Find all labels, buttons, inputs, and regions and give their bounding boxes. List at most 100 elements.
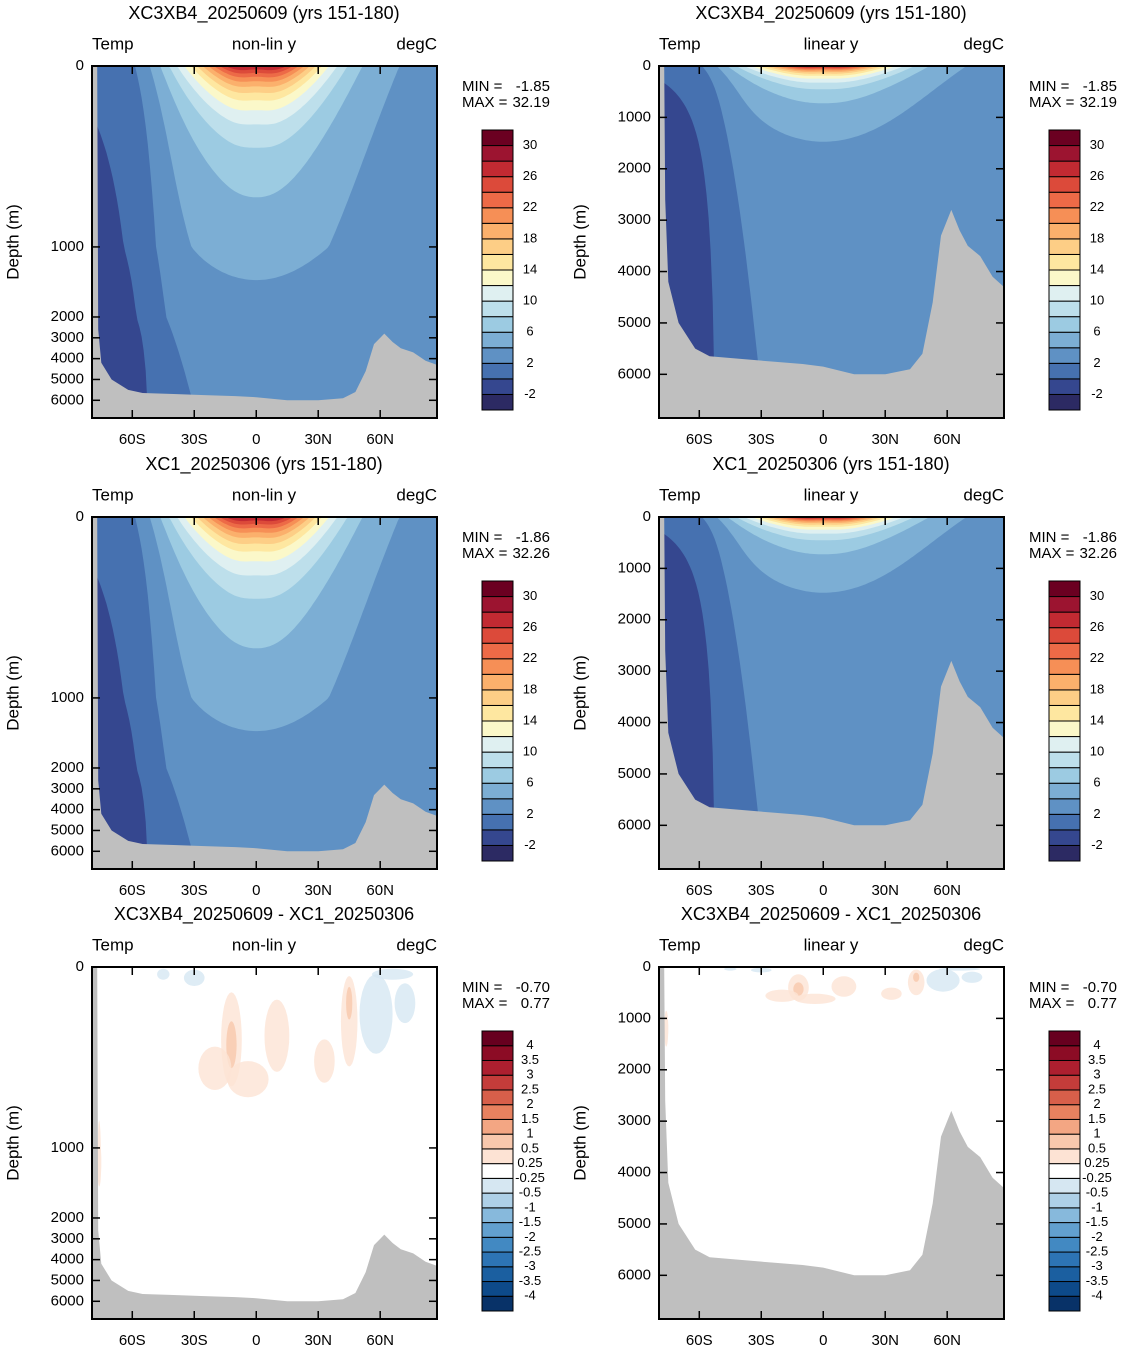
colorbar-box	[1048, 1295, 1081, 1312]
colorbar-box	[481, 222, 514, 240]
colorbar-box	[481, 1177, 514, 1194]
max-value: 32.26	[512, 545, 550, 562]
contour-fill	[913, 972, 920, 982]
panel: XC3XB4_20250609 - XC1_20250306 Temp non-li…	[3, 904, 550, 1349]
colorbar-box	[1048, 829, 1081, 846]
colorbar-box	[481, 300, 514, 318]
bathymetry	[659, 967, 1004, 1319]
colorbar-box	[1048, 347, 1081, 364]
colorbar-box	[481, 844, 514, 862]
units-label: degC	[963, 935, 1004, 954]
colorbar-label: 2.5	[1088, 1081, 1106, 1096]
y-tick-label: 0	[76, 508, 84, 525]
colorbar-box	[1048, 1266, 1081, 1283]
scale-label: non-lin y	[232, 935, 297, 954]
colorbar-box	[1048, 1118, 1081, 1135]
contour-fill	[907, 969, 925, 996]
y-tick-label: 3000	[51, 1230, 84, 1247]
colorbar-label: 10	[1090, 293, 1104, 308]
colorbar-box	[1048, 1192, 1081, 1209]
colorbar-box	[481, 1163, 514, 1179]
colorbar-box	[1048, 1163, 1081, 1179]
contour-fill	[227, 1061, 269, 1098]
colorbar-box	[1048, 704, 1081, 722]
min-label: MIN =	[1029, 78, 1070, 95]
colorbar-box	[481, 611, 514, 629]
contour-fill	[359, 974, 393, 1054]
colorbar-label: -3.5	[1086, 1273, 1108, 1288]
colorbar-label: 10	[1090, 744, 1104, 759]
y-tick-label: 2000	[618, 1061, 651, 1078]
max-value: 0.77	[1088, 995, 1117, 1012]
colorbar-box	[481, 269, 514, 287]
y-axis-label: Depth (m)	[570, 1105, 589, 1181]
colorbar-box	[1048, 129, 1081, 147]
plot-frame	[91, 966, 438, 1320]
x-tick-label: 30S	[748, 1332, 775, 1349]
colorbar-box	[481, 1192, 514, 1209]
colorbar-label: 2	[1093, 1096, 1100, 1111]
colorbar-label: 1.5	[1088, 1111, 1106, 1126]
colorbar-box	[481, 767, 514, 784]
x-tick-label: 60N	[366, 882, 394, 899]
plot-frame	[658, 65, 1005, 419]
panel-title: XC3XB4_20250609 (yrs 151-180)	[695, 3, 966, 24]
bathymetry	[92, 967, 437, 1319]
colorbar-box	[1048, 1030, 1081, 1047]
colorbar-box	[481, 1059, 514, 1076]
colorbar-box	[481, 1207, 514, 1224]
colorbar-label: 18	[523, 681, 537, 696]
colorbar-box	[481, 1251, 514, 1268]
y-tick-label: 1000	[618, 108, 651, 125]
x-tick-label: 30N	[304, 431, 332, 448]
colorbar-label: -3	[1091, 1258, 1103, 1273]
panel: XC3XB4_20250609 - XC1_20250306 Temp linear…	[570, 904, 1117, 1349]
x-tick-label: 60S	[119, 882, 146, 899]
colorbar-label: 22	[1090, 199, 1104, 214]
colorbar-box	[481, 596, 514, 613]
variable-label: Temp	[92, 935, 134, 954]
colorbar-label: 26	[1090, 168, 1104, 183]
colorbar-label: 14	[523, 261, 537, 276]
x-tick-label: 60S	[119, 1332, 146, 1349]
max-value: 0.77	[521, 995, 550, 1012]
colorbar-box	[481, 331, 514, 349]
contour-fill	[793, 982, 804, 996]
colorbar-label: 0.25	[517, 1155, 542, 1170]
y-tick-label: 5000	[618, 1215, 651, 1232]
y-tick-label: 6000	[51, 391, 84, 408]
colorbar-box	[481, 1045, 514, 1061]
colorbar-box	[481, 829, 514, 846]
colorbar-label: 10	[523, 744, 537, 759]
colorbar-box	[481, 316, 514, 333]
min-value: -0.70	[516, 979, 550, 996]
colorbar-box	[481, 798, 514, 815]
colorbar-box	[1048, 1089, 1081, 1106]
colorbar-box	[1048, 1281, 1081, 1297]
colorbar-box	[1048, 627, 1081, 644]
min-value: -1.85	[1083, 78, 1117, 95]
colorbar-box	[1048, 767, 1081, 784]
colorbar-label: 26	[523, 619, 537, 634]
max-value: 32.19	[512, 94, 550, 111]
bathymetry	[92, 517, 437, 869]
y-tick-label: 4000	[618, 1164, 651, 1181]
colorbar-box	[1048, 1207, 1081, 1224]
colorbar-box	[1048, 1059, 1081, 1076]
units-label: degC	[396, 34, 437, 53]
y-tick-label: 1000	[618, 1009, 651, 1026]
max-label: MAX =	[462, 995, 508, 1012]
colorbar-box	[481, 191, 514, 209]
colorbar-label: 2	[1093, 806, 1100, 821]
colorbar-box	[481, 751, 514, 769]
colorbar-box	[481, 736, 514, 753]
y-tick-label: 0	[643, 508, 651, 525]
contour-fill	[264, 999, 290, 1072]
colorbar-label: 22	[523, 650, 537, 665]
contour-fill	[926, 969, 960, 992]
contour-fill	[659, 66, 1004, 142]
panel: XC3XB4_20250609 (yrs 151-180) Temp linear …	[570, 3, 1117, 448]
variable-label: Temp	[659, 34, 701, 53]
max-label: MAX =	[1029, 995, 1075, 1012]
